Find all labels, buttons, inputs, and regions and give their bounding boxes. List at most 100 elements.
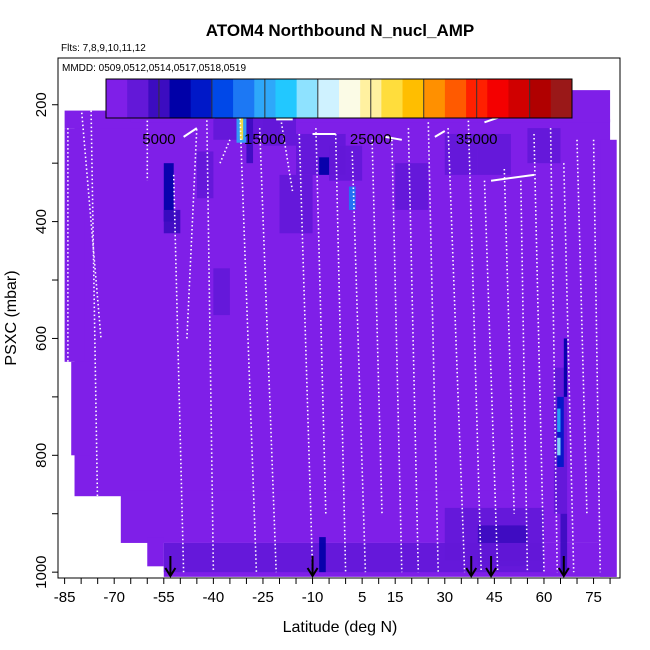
flight-trace — [80, 104, 102, 339]
arrow-head — [465, 567, 478, 578]
colorbar-segment — [296, 79, 319, 118]
colorbar-tick-label: 15000 — [244, 131, 286, 148]
x-tick-label: -70 — [103, 589, 125, 606]
heatmap-cell — [527, 128, 561, 164]
flight-trace — [533, 133, 545, 573]
colorbar-segment — [381, 79, 404, 118]
flight-trace — [483, 180, 499, 573]
heatmap-cell — [560, 513, 568, 573]
heatmap-cell — [319, 157, 330, 175]
chart-title: ATOM4 Northbound N_nucl_AMP — [206, 21, 475, 40]
heatmap-cell — [246, 104, 254, 164]
colorbar: 5000 15000 25000 35000 — [105, 78, 573, 148]
x-tick-label: -10 — [302, 589, 324, 606]
background-fill — [147, 537, 164, 567]
colorbar-segment — [190, 79, 213, 118]
latitude-arrows — [164, 556, 570, 578]
x-tick-label: 5 — [358, 589, 366, 606]
heatmap-cell — [557, 408, 561, 432]
heatmap-cell — [348, 186, 356, 210]
arrow-head — [306, 567, 319, 578]
dates-label: MMDD: 0509,0512,0514,0517,0518,0519 — [62, 63, 246, 74]
flights-label: Flts: 7,8,9,10,11,12 — [61, 43, 146, 54]
colorbar-segment — [127, 79, 149, 118]
flight-trace — [298, 133, 314, 573]
flight-trace — [503, 168, 515, 514]
y-tick-label: 600 — [33, 326, 50, 351]
colorbar-segment — [508, 79, 531, 118]
flight-level-segment — [385, 135, 402, 141]
x-axis-label: Latitude (deg N) — [283, 619, 398, 636]
x-tick-label: -40 — [203, 589, 225, 606]
flight-level-segment — [183, 127, 198, 138]
colorbar-frame — [105, 78, 573, 119]
colorbar-tick-label: 5000 — [142, 131, 175, 148]
heatmap-cell — [563, 338, 568, 397]
colorbar-tick-label: 35000 — [456, 131, 498, 148]
heatmap-cell — [163, 163, 174, 222]
flight-trace — [427, 122, 439, 573]
y-tick-label: 200 — [33, 92, 50, 117]
y-axis-label: PSXC (mbar) — [3, 270, 20, 365]
flight-trace — [186, 128, 198, 339]
x-tick-label: -25 — [252, 589, 274, 606]
heatmap-cell — [319, 537, 326, 573]
colorbar-segment — [233, 79, 255, 118]
arrow-head — [164, 567, 177, 578]
colorbar-segment — [529, 79, 552, 118]
background-fill — [600, 139, 617, 577]
heatmap-cell — [395, 163, 429, 210]
heatmap-cell — [329, 145, 363, 181]
colorbar-segment — [317, 79, 340, 118]
axes: -85 -70 -55 -40 -25 -10 5 15 30 45 60 75 200 400 600 80… — [33, 92, 611, 606]
x-tick-label: -55 — [153, 589, 175, 606]
heatmap-cell — [196, 151, 214, 199]
flight-trace — [391, 139, 403, 573]
colorbar-segment — [402, 79, 425, 118]
heatmap-cell — [477, 133, 511, 175]
colorbar-segment — [487, 79, 509, 118]
arrow-head — [485, 567, 497, 578]
flight-trace — [334, 133, 347, 573]
colorbar-segment — [106, 79, 128, 118]
flight-trace — [219, 139, 231, 164]
flight-level-segment — [434, 130, 446, 138]
heatmap-cell — [239, 113, 244, 140]
x-tick-label: 75 — [585, 589, 602, 606]
x-tick-label: 60 — [536, 589, 553, 606]
colorbar-segment — [211, 79, 234, 118]
colorbar-tick-label: 25000 — [350, 131, 392, 148]
arrow-head — [557, 567, 570, 578]
x-tick-label: 15 — [387, 589, 404, 606]
heatmap-cell — [163, 209, 181, 234]
heatmap-cell — [557, 437, 561, 456]
flight-trace — [592, 139, 601, 573]
flight-trace — [315, 128, 327, 514]
colorbar-segment — [444, 79, 467, 118]
x-tick-label: 30 — [436, 589, 453, 606]
flight-trace — [520, 180, 529, 573]
colorbar-segment — [339, 79, 361, 118]
x-tick-label: 45 — [486, 589, 503, 606]
colorbar-segment — [169, 79, 192, 118]
colorbar-segment — [550, 79, 573, 118]
plot-frame — [57, 57, 621, 579]
background-fill — [64, 128, 85, 362]
background-fill — [71, 361, 92, 456]
heatmap-cell — [444, 133, 478, 175]
colorbar-segment — [423, 79, 446, 118]
y-tick-label: 800 — [33, 443, 50, 468]
flight-profiles — [67, 94, 601, 573]
heatmap-cell — [262, 116, 297, 146]
flight-trace — [563, 163, 575, 573]
heatmap-cell — [279, 174, 313, 234]
x-tick-label: -85 — [54, 589, 76, 606]
flight-level-segment — [490, 173, 535, 182]
y-tick-label: 400 — [33, 209, 50, 234]
flight-trace — [239, 110, 258, 573]
flight-trace — [278, 110, 294, 193]
colorbar-segment — [275, 79, 298, 118]
heatmap-cell — [213, 268, 230, 316]
